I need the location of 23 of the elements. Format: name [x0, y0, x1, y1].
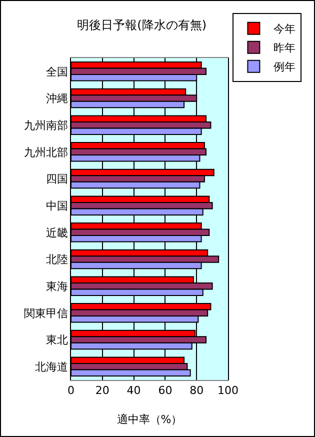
x-tick-label: 0	[68, 384, 74, 398]
legend-label: 例年	[274, 60, 296, 74]
y-tick-label: 東海	[46, 280, 68, 293]
y-tick-label: 沖縄	[46, 92, 68, 106]
y-tick-label: 四国	[46, 172, 68, 186]
legend-label: 今年	[274, 22, 296, 36]
y-tick-label: 近畿	[46, 226, 68, 240]
y-tick-label: 九州北部	[24, 146, 68, 159]
y-tick-label: 北陸	[46, 253, 68, 266]
legend-label: 昨年	[274, 42, 296, 55]
x-tick-label: 40	[126, 384, 141, 398]
y-tick-label: 九州南部	[24, 118, 68, 132]
x-tick-label: 80	[190, 384, 204, 398]
y-tick-label: 全国	[46, 65, 68, 78]
y-tick-label: 中国	[46, 199, 68, 212]
chart-title: 明後日予報(降水の有無)	[77, 18, 207, 32]
x-tick-label: 100	[218, 384, 238, 398]
y-tick-label: 関東甲信	[24, 306, 68, 320]
x-tick-label: 20	[95, 384, 110, 398]
y-tick-label: 北海道	[34, 360, 68, 374]
x-tick-label: 60	[158, 384, 172, 398]
x-axis-title: 適中率（%）	[116, 413, 182, 426]
y-tick-label: 東北	[46, 334, 68, 347]
